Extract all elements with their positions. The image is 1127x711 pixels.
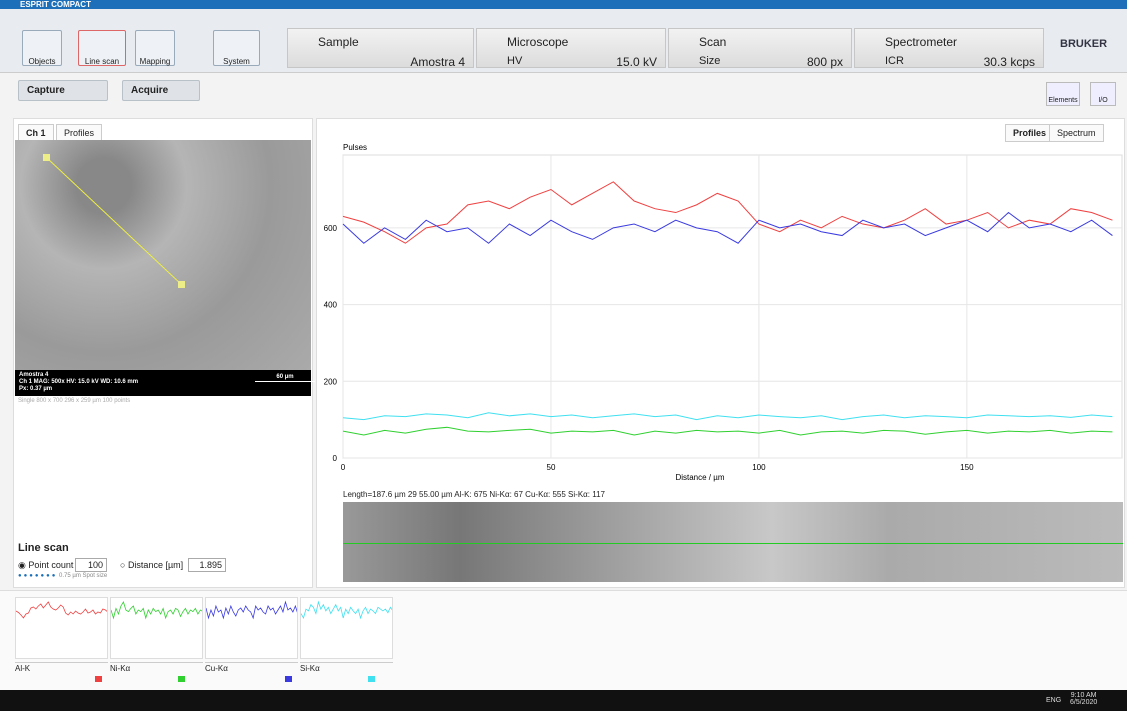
thumbnail[interactable] xyxy=(110,597,203,659)
thumbnail[interactable] xyxy=(205,597,298,659)
system-button[interactable]: System xyxy=(213,30,260,66)
plot-area xyxy=(343,155,1122,458)
dropdown-label: Acquire xyxy=(131,85,168,96)
scale-bar: 60 µm xyxy=(255,374,315,382)
series-line xyxy=(111,602,203,618)
tab-label: Profiles xyxy=(64,128,94,138)
button-label: Mapping xyxy=(140,57,171,66)
series-line xyxy=(16,602,108,618)
panel-name: Spectrometer xyxy=(885,35,957,49)
x-tick-label: 150 xyxy=(960,463,974,472)
tab-label: Profiles xyxy=(1013,128,1046,138)
thumbnail[interactable] xyxy=(15,597,108,659)
scan-line xyxy=(15,140,311,370)
color-swatch[interactable] xyxy=(178,676,185,682)
y-tick-label: 600 xyxy=(324,224,338,233)
line-image xyxy=(343,502,1123,582)
label: 0.75 µm Spot size xyxy=(59,573,107,579)
y-tick-label: 200 xyxy=(324,377,338,386)
color-swatch[interactable] xyxy=(368,676,375,682)
button-label: I/O xyxy=(1098,97,1107,104)
sample-panel[interactable]: Sample Amostra 4 xyxy=(287,28,474,68)
point-count-input[interactable]: 100 xyxy=(75,558,107,572)
thumbnail-label: Ni-Kα xyxy=(110,662,203,673)
spectrometer-panel[interactable]: Spectrometer ICR 30.3 kcps xyxy=(854,28,1044,68)
y-tick-label: 0 xyxy=(333,454,338,463)
x-axis-label: Distance / µm xyxy=(675,473,724,482)
thumbnail-label: Al-K xyxy=(15,662,108,673)
line-scan-button[interactable]: Line scan xyxy=(78,30,126,66)
panel-name: Microscope xyxy=(507,35,568,49)
label: Distance [µm] xyxy=(128,560,183,570)
capture-dropdown[interactable]: Capture xyxy=(18,80,108,101)
panel-name: Sample xyxy=(318,35,359,49)
panel-name: Scan xyxy=(699,35,726,49)
y-axis-label: Pulses xyxy=(343,143,367,152)
panel-value: 800 px xyxy=(807,55,843,69)
panel-field: Size xyxy=(699,55,720,67)
button-label: Elements xyxy=(1048,97,1077,104)
panel-value: 15.0 kV xyxy=(616,55,657,69)
thumbnail-label: Si-Kα xyxy=(300,662,393,673)
thumbnail-label: Cu-Kα xyxy=(205,662,298,673)
logo: BRUKER xyxy=(1060,38,1107,50)
y-tick-label: 400 xyxy=(324,301,338,310)
tab-label: Spectrum xyxy=(1057,128,1096,138)
dropdown-label: Capture xyxy=(27,85,65,96)
chart: Pulses Distance / µm 0 200 400 600 0 50 100 150 xyxy=(316,140,1125,490)
panel-field: HV xyxy=(507,55,522,67)
x-tick-label: 0 xyxy=(341,463,346,472)
info-line: Px: 0.37 µm xyxy=(19,386,307,393)
distance[interactable]: ○ Distance [µm] xyxy=(120,560,183,570)
image-status: Single 800 x 700 296 x 259 µm 100 points xyxy=(18,398,130,404)
x-tick-label: 100 xyxy=(752,463,766,472)
color-swatch[interactable] xyxy=(95,676,102,682)
button-label: Line scan xyxy=(85,57,119,66)
panel-field: ICR xyxy=(885,55,904,67)
sem-image xyxy=(15,140,311,370)
page: {"window":{"title":"ESPRIT COMPACT"}, "t… xyxy=(0,0,1127,711)
elements-button[interactable]: Elements xyxy=(1046,82,1080,106)
objects-button[interactable]: Objects xyxy=(22,30,62,66)
spot-size: ●●●●●●● 0.75 µm Spot size xyxy=(18,573,107,579)
series-line xyxy=(206,602,298,618)
panel-value: Amostra 4 xyxy=(410,55,465,69)
scan-panel[interactable]: Scan Size 800 px xyxy=(668,28,852,68)
section-title: Line scan xyxy=(18,542,69,554)
microscope-panel[interactable]: Microscope HV 15.0 kV xyxy=(476,28,666,68)
panel-value: 30.3 kcps xyxy=(984,55,1035,69)
acquire-dropdown[interactable]: Acquire xyxy=(122,80,200,101)
thumbnail[interactable] xyxy=(300,597,393,659)
point-count[interactable]: ◉ Point count xyxy=(18,560,73,571)
scan-info: Length=187.6 µm 29 55.00 µm Al-K: 675 Ni… xyxy=(343,490,605,499)
series-line xyxy=(301,602,393,618)
window-title: ESPRIT COMPACT xyxy=(20,0,91,9)
x-tick-label: 50 xyxy=(547,463,556,472)
mapping-button[interactable]: Mapping xyxy=(135,30,175,66)
title-bar: ESPRIT COMPACT xyxy=(0,0,1127,9)
label: Point count xyxy=(28,560,73,570)
button-label: System xyxy=(223,57,250,66)
distance-input[interactable]: 1.895 xyxy=(188,558,226,572)
language[interactable]: ENG xyxy=(1046,697,1061,704)
io-button[interactable]: I/O xyxy=(1090,82,1116,106)
color-swatch[interactable] xyxy=(285,676,292,682)
time: 9:10 AM xyxy=(1070,692,1097,699)
tab-label: Ch 1 xyxy=(26,128,46,138)
button-label: Objects xyxy=(28,57,55,66)
date: 6/5/2020 xyxy=(1070,699,1097,706)
